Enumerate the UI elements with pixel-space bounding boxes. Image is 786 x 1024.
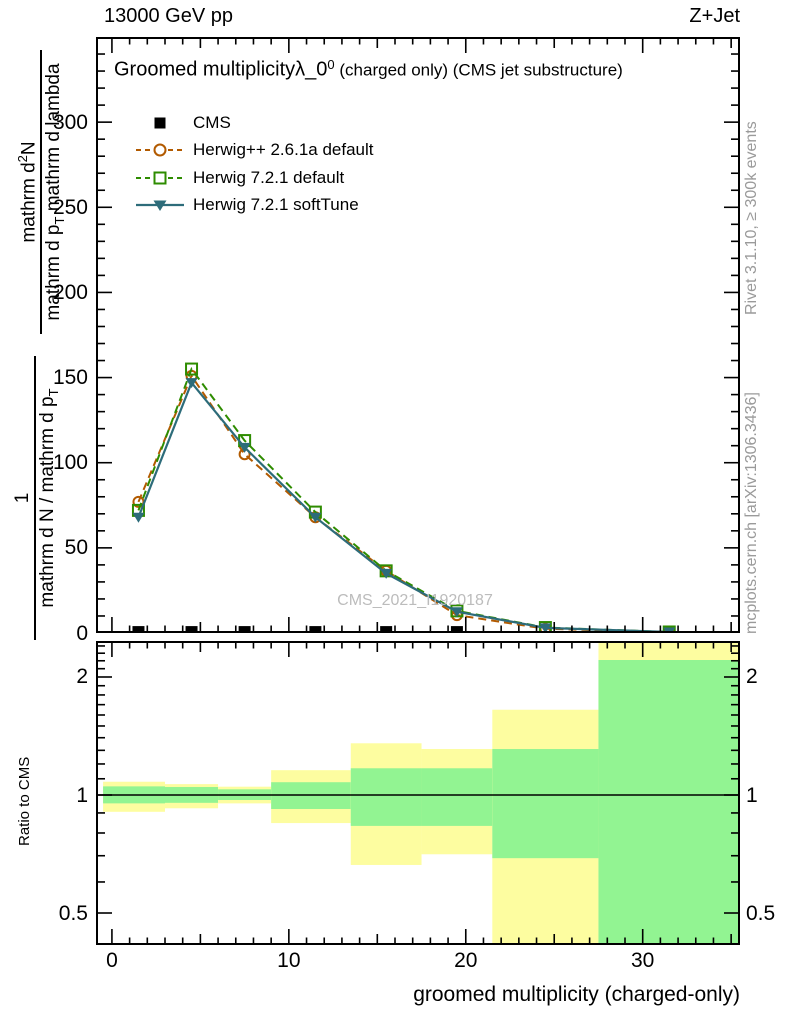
legend-label: Herwig++ 2.6.1a default (193, 140, 374, 160)
data-marker (450, 626, 463, 634)
legend-item: Herwig 7.2.1 default (136, 164, 374, 192)
ratio-y-tick-label-right: 1 (746, 783, 758, 807)
green-uncertainty-band (421, 768, 493, 826)
main-y-tick-label: 250 (52, 195, 88, 219)
plot-title-superscript: 0 (327, 57, 335, 72)
data-marker (309, 626, 322, 634)
series-cms (132, 626, 463, 634)
data-marker (185, 626, 198, 634)
data-marker (132, 512, 145, 523)
x-tick-label: 30 (631, 949, 655, 972)
green-uncertainty-band (598, 659, 740, 943)
main-y-tick-label: 50 (64, 536, 88, 560)
legend-label: Herwig 7.2.1 softTune (193, 195, 359, 215)
legend-marker-triangle-down-filled (136, 200, 184, 212)
ratio-y-tick-label-left: 0.5 (58, 901, 88, 925)
data-marker (380, 626, 393, 634)
data-marker (380, 568, 393, 579)
mcplots-citation-note: mcplots.cern.ch [arXiv:1306.3436] (743, 392, 760, 634)
legend-item: CMS (136, 109, 374, 137)
x-tick-label: 0 (106, 949, 118, 972)
ratio-y-tick-label-right: 2 (746, 665, 758, 689)
watermark: CMS_2021_I1920187 (337, 592, 493, 609)
x-tick-label: 10 (277, 949, 301, 972)
data-marker (185, 362, 199, 376)
ratio-y-tick-label-right: 0.5 (746, 901, 776, 925)
legend-marker-square-open (136, 171, 184, 185)
curve-line (137, 380, 670, 634)
plot-title-text: Groomed multiplicity (114, 58, 296, 81)
data-marker (450, 607, 463, 618)
data-marker (132, 626, 145, 634)
legend-item: Herwig++ 2.6.1a default (136, 137, 374, 165)
ratio-y-tick-label-left: 1 (76, 783, 88, 807)
legend-marker-circle-open (136, 143, 184, 157)
data-marker (238, 442, 251, 453)
beam-energy-label: 13000 GeV pp (104, 5, 233, 27)
main-y-tick-label: 200 (52, 280, 88, 304)
main-y-tick-label: 0 (76, 621, 88, 642)
main-y-tick-label: 300 (52, 110, 88, 134)
main-frame (96, 37, 740, 633)
data-marker (185, 378, 198, 389)
ratio-panel-svg (96, 641, 740, 945)
data-marker (238, 626, 251, 634)
legend-marker-square-filled (154, 117, 166, 129)
process-label: Z+Jet (689, 5, 740, 27)
legend-label: CMS (193, 112, 231, 132)
legend-label: Herwig 7.2.1 default (193, 167, 345, 187)
x-tick-label: 20 (454, 949, 478, 972)
ratio-panel (96, 641, 740, 945)
ratio-frame (96, 641, 740, 945)
plot-title-lambda: λ_0 (295, 58, 328, 81)
green-uncertainty-band (350, 768, 422, 826)
ratio-y-tick-label-left: 2 (76, 665, 88, 689)
plot-title: Groomed multiplicityλ_00 (charged only) … (114, 57, 623, 81)
rivet-version-note: Rivet 3.1.10, ≥ 300k events (743, 121, 760, 315)
legend: CMS Herwig++ 2.6.1a default Herwig 7.2.1 d… (136, 109, 374, 219)
green-uncertainty-band (492, 749, 599, 859)
data-marker (539, 623, 552, 634)
plot-title-suffix: (charged only) (CMS jet substructure) (334, 60, 623, 80)
main-y-tick-label: 100 (52, 451, 88, 475)
x-axis-title: groomed multiplicity (charged-only) (413, 983, 740, 1006)
main-y-tick-labels: 0 50 100 150 200 250 300 (0, 0, 96, 641)
main-y-tick-label: 150 (52, 366, 88, 390)
legend-item: Herwig 7.2.1 softTune (136, 192, 374, 220)
data-marker (309, 512, 322, 523)
